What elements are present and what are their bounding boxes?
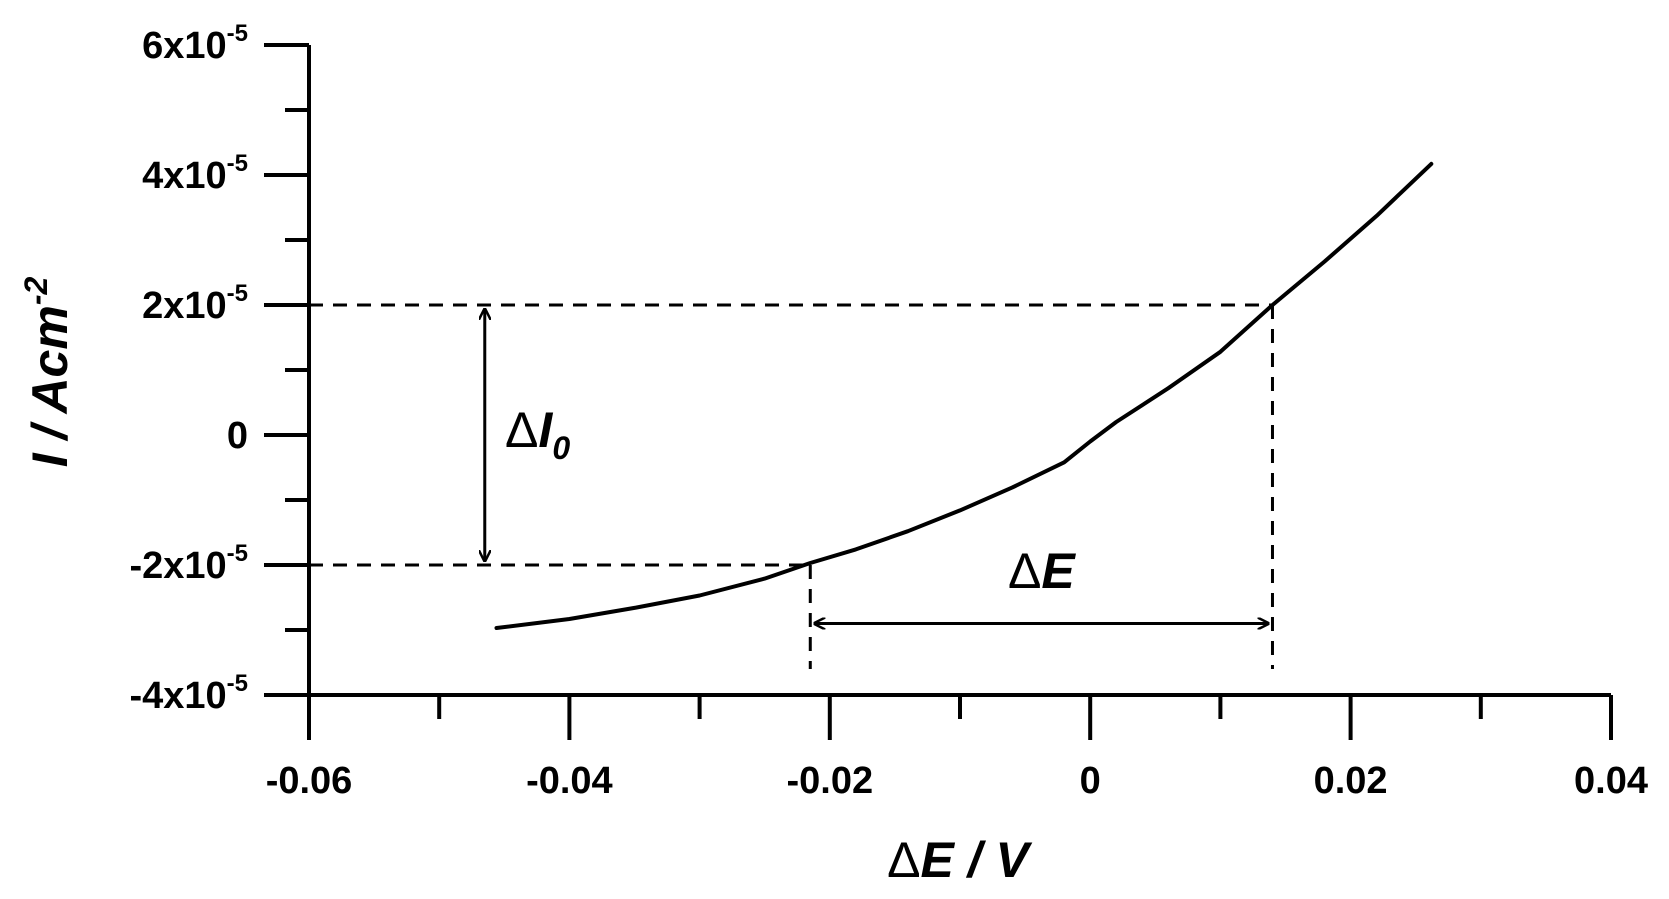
y-axis-title: I / Acm-2 [18, 277, 78, 468]
y-axis-title-unit: / Acm [22, 305, 78, 453]
x-axis-title-var: E [921, 832, 956, 888]
delta-i0-sub: 0 [552, 430, 570, 466]
tick-marks [264, 43, 1613, 740]
x-axis-title-rest: / V [954, 832, 1033, 888]
x-tick-label: 0 [1080, 760, 1101, 802]
y-tick-label: -4x10-5 [129, 670, 248, 717]
y-tick-mantissa: -4x10 [129, 675, 226, 717]
x-tick-label: -0.06 [266, 760, 353, 802]
y-tick-label: -2x10-5 [129, 540, 248, 587]
delta-e-delta: Δ [1008, 543, 1041, 599]
guide-lines [309, 303, 1274, 669]
y-axis-title-sup: -2 [18, 277, 54, 306]
delta-i0-label: ΔI0 [505, 402, 570, 466]
x-tick-label: 0.02 [1314, 760, 1388, 802]
y-tick-label: 6x10-5 [142, 20, 248, 67]
x-axis-title-delta: Δ [887, 832, 920, 888]
y-axis-title-var: I [22, 452, 78, 467]
y-tick-mantissa: 0 [227, 415, 248, 457]
axes [307, 45, 1611, 697]
y-tick-mantissa: 4x10 [142, 155, 227, 197]
y-tick-exponent: -5 [227, 670, 248, 697]
y-tick-exponent: -5 [227, 150, 248, 177]
x-axis-title: ΔE / V [887, 832, 1032, 888]
y-tick-label: 4x10-5 [142, 150, 248, 197]
delta-i0-delta: Δ [505, 402, 538, 458]
x-tick-label: -0.02 [786, 760, 873, 802]
delta-i0-var: I [538, 402, 553, 458]
y-tick-mantissa: -2x10 [129, 545, 226, 587]
annotations: ΔI0 ΔE [485, 309, 1269, 624]
y-tick-label: 2x10-5 [142, 280, 248, 327]
delta-e-var: E [1041, 543, 1076, 599]
y-tick-label: 0 [227, 415, 248, 457]
y-tick-exponent: -5 [227, 540, 248, 567]
y-tick-exponent: -5 [227, 280, 248, 307]
x-tick-label: 0.04 [1574, 760, 1648, 802]
tick-labels: -0.06 -0.04 -0.02 0 0.02 0.046x10-54x10-52x10… [129, 20, 1648, 802]
delta-e-label: ΔE [1008, 543, 1076, 599]
y-tick-exponent: -5 [227, 20, 248, 47]
x-tick-label: -0.04 [526, 760, 613, 802]
y-tick-mantissa: 6x10 [142, 25, 227, 67]
data-series-line [494, 161, 1434, 630]
y-tick-mantissa: 2x10 [142, 285, 227, 327]
